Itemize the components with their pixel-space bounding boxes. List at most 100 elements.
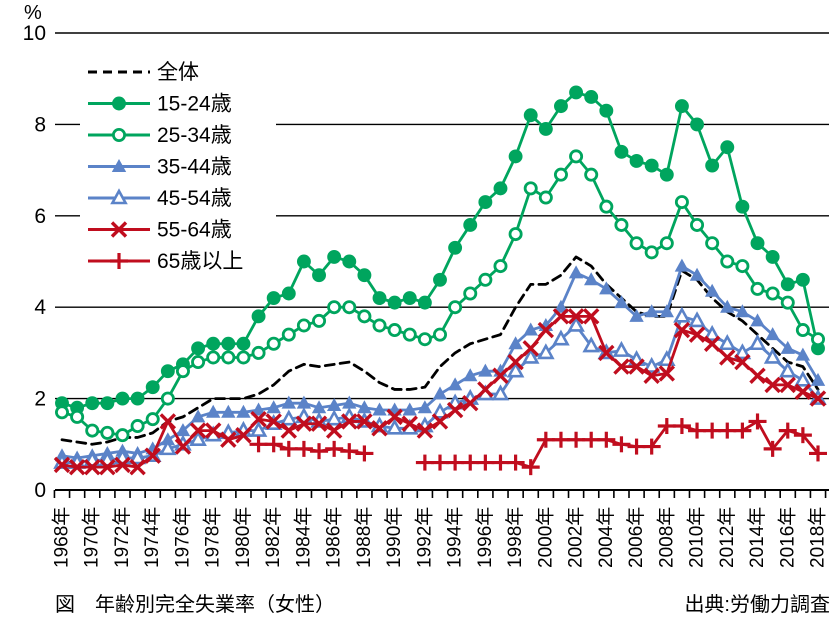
marker <box>251 309 266 324</box>
legend-item-overall: 全体 <box>88 61 199 84</box>
marker <box>251 345 266 360</box>
marker <box>115 428 130 443</box>
marker <box>493 259 508 274</box>
figure-source: 出典:労働力調査 <box>684 594 830 616</box>
marker <box>111 159 127 172</box>
marker <box>735 304 750 318</box>
marker <box>372 318 387 333</box>
marker <box>401 415 418 432</box>
x-tick-label: 1974年 <box>141 507 163 568</box>
marker <box>191 355 206 370</box>
marker <box>794 370 812 387</box>
legend-item-age-25-34: 25-34歳 <box>88 124 232 147</box>
marker <box>735 259 750 274</box>
y-tick-label: 2 <box>34 388 46 411</box>
marker <box>658 365 676 382</box>
marker <box>478 272 493 287</box>
legend-label: 25-34歳 <box>157 124 232 147</box>
marker <box>417 295 432 310</box>
marker <box>296 254 311 269</box>
marker <box>128 448 147 465</box>
marker <box>629 308 644 322</box>
marker <box>642 356 661 373</box>
marker <box>327 249 342 264</box>
marker <box>506 361 525 378</box>
marker <box>674 99 689 114</box>
x-tick-label: 2014年 <box>746 507 768 568</box>
marker <box>295 415 313 432</box>
marker <box>266 336 281 351</box>
marker <box>357 400 372 414</box>
marker <box>720 254 735 269</box>
marker <box>750 281 765 296</box>
marker <box>493 181 508 196</box>
legend-label: 全体 <box>157 61 199 84</box>
marker <box>448 240 463 255</box>
marker <box>100 425 115 440</box>
marker <box>221 404 236 418</box>
marker <box>720 299 735 313</box>
marker <box>629 236 644 251</box>
marker <box>84 458 101 476</box>
x-axis-labels: 1968年 1970年 1972年 1974年 1976年 1978年 1980年 1982年… <box>51 507 829 568</box>
marker <box>705 158 720 173</box>
marker <box>372 402 387 416</box>
marker <box>112 96 126 111</box>
marker <box>705 236 720 251</box>
marker <box>311 400 327 414</box>
marker <box>508 149 523 164</box>
x-tick-label: 2004年 <box>595 507 617 568</box>
marker <box>236 336 251 351</box>
y-tick-label: 8 <box>34 113 46 136</box>
x-tick-label: 2016年 <box>776 507 798 568</box>
marker <box>735 199 750 214</box>
marker <box>614 217 629 232</box>
marker <box>431 402 449 419</box>
x-tick-label: 1992年 <box>413 507 435 568</box>
marker <box>523 322 538 336</box>
marker <box>599 199 614 214</box>
legend-item-age-55-64: 55-64歳 <box>88 219 232 242</box>
marker <box>523 108 538 123</box>
marker <box>614 144 629 159</box>
marker <box>159 413 177 430</box>
marker <box>478 195 493 210</box>
x-tick-label: 1998年 <box>504 507 526 568</box>
marker <box>431 413 449 430</box>
marker <box>296 395 312 409</box>
marker <box>145 412 160 427</box>
marker <box>342 395 357 409</box>
marker <box>582 308 600 325</box>
marker <box>160 391 175 406</box>
marker <box>386 408 403 426</box>
marker <box>553 167 568 182</box>
marker <box>462 394 479 412</box>
series-age-25-34 <box>55 149 826 443</box>
marker <box>538 190 553 205</box>
legend-label: 35-44歳 <box>157 156 232 179</box>
marker <box>794 383 812 400</box>
marker <box>432 327 447 342</box>
marker <box>688 311 706 328</box>
marker <box>688 326 706 343</box>
x-axis <box>53 489 829 498</box>
marker <box>191 341 206 356</box>
x-tick-label: 1970年 <box>81 507 103 568</box>
marker <box>612 340 631 357</box>
legend-item-age-45-54: 45-54歳 <box>88 187 232 210</box>
marker <box>764 376 781 394</box>
x-tick-label: 1990年 <box>383 507 405 568</box>
marker <box>115 391 130 406</box>
marker <box>809 390 827 407</box>
marker <box>553 299 569 313</box>
marker <box>387 295 402 310</box>
x-tick-label: 1980年 <box>232 507 254 568</box>
marker <box>780 277 795 292</box>
marker <box>175 364 190 379</box>
marker <box>114 456 131 474</box>
marker <box>448 300 463 315</box>
figure-title: 図 年齢別完全失業率（女性） <box>55 594 335 616</box>
marker <box>417 400 433 414</box>
x-tick-label: 2000年 <box>534 507 556 568</box>
